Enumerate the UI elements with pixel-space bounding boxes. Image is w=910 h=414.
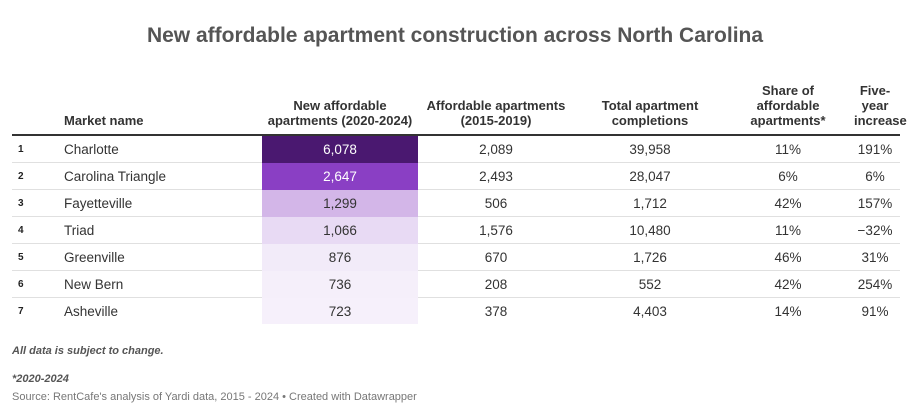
market-name-cell: Carolina Triangle [52, 162, 262, 190]
increase-cell: 254% [850, 270, 900, 298]
share-cell: 46% [726, 243, 850, 271]
rank-cell: 4 [12, 216, 52, 244]
affordable-prev-cell: 1,576 [418, 216, 574, 244]
total-completions-cell: 552 [574, 270, 726, 298]
increase-cell: −32% [850, 216, 900, 244]
affordable-prev-cell: 378 [484, 303, 508, 319]
total-completions-cell: 28,047 [574, 162, 726, 190]
table-row: 2 Carolina Triangle 2,647 2,493 28,047 6% 6% [12, 162, 900, 190]
market-name-cell: Fayetteville [52, 189, 262, 217]
affordable-prev-cell: 2,089 [418, 135, 574, 163]
table-body: 1 Charlotte 6,078 2,089 39,958 11% 191% 2 Caroli… [12, 135, 900, 324]
share-cell: 42% [726, 270, 850, 298]
total-completions-cell: 10,480 [574, 216, 726, 244]
table-row: 5 Greenville 876 670 1,726 46% 31% [12, 243, 900, 271]
total-completions-cell: 1,726 [574, 243, 726, 271]
rank-cell: 6 [12, 270, 52, 298]
disclaimer-note: All data is subject to change. [12, 345, 164, 357]
rank-cell: 5 [12, 243, 52, 271]
rank-cell: 3 [12, 189, 52, 217]
affordable-prev-cell: 670 [418, 243, 574, 271]
rank-cell: 1 [12, 135, 52, 163]
affordable-prev-cell: 208 [418, 270, 574, 298]
chart-title: New affordable apartment construction ac… [146, 24, 764, 47]
market-name-cell: Asheville [64, 303, 119, 319]
table-row: 3 Fayetteville 1,299 506 1,712 42% 157% [12, 189, 900, 217]
table-row: 6 New Bern 736 208 552 42% 254% [12, 270, 900, 298]
rank-cell: 2 [12, 162, 52, 190]
share-cell: 11% [726, 135, 850, 163]
market-name-cell: Triad [52, 216, 262, 244]
table-row: 7 Asheville 723 378 4,403 14% 91% [12, 297, 900, 324]
affordable-prev-header[interactable]: Affordable apartments (2015-2019) [418, 74, 574, 136]
affordable-prev-cell: 506 [418, 189, 574, 217]
new-affordable-cell: 723 [262, 297, 418, 324]
total-completions-header[interactable]: Total apartment completions [574, 74, 726, 136]
market-name-cell: New Bern [52, 270, 262, 298]
market-name-cell: Charlotte [52, 135, 262, 163]
share-cell: 42% [726, 189, 850, 217]
rank-header [12, 74, 52, 136]
share-header[interactable]: Share of affordable apartments* [726, 74, 850, 136]
new-affordable-cell: 876 [262, 243, 418, 271]
market-name-header[interactable]: Market name [52, 74, 262, 136]
increase-cell: 31% [850, 243, 900, 271]
table-header-row: Market name New affordable apartments (2… [12, 74, 907, 136]
market-name-cell: Greenville [52, 243, 262, 271]
increase-cell: 157% [850, 189, 900, 217]
data-table: Market name New affordable apartments (2… [12, 74, 907, 324]
footnote: *2020-2024 [12, 373, 69, 385]
table-row: 1 Charlotte 6,078 2,089 39,958 11% 191% [12, 135, 900, 163]
share-cell: 11% [726, 216, 850, 244]
increase-cell: 91% [861, 303, 889, 319]
increase-header[interactable]: Five-year increase [850, 74, 907, 136]
new-affordable-cell: 1,299 [262, 189, 418, 217]
new-affordable-cell: 2,647 [262, 162, 418, 190]
total-completions-cell: 1,712 [574, 189, 726, 217]
new-affordable-cell: 1,066 [262, 216, 418, 244]
table-row: 4 Triad 1,066 1,576 10,480 11% −32% [12, 216, 900, 244]
increase-cell: 191% [850, 135, 900, 163]
new-affordable-header[interactable]: New affordable apartments (2020-2024) [262, 74, 418, 136]
new-affordable-cell: 736 [262, 270, 418, 298]
new-affordable-cell: 6,078 [262, 135, 418, 163]
total-completions-cell: 4,403 [633, 303, 667, 319]
rank-cell: 7 [18, 305, 24, 317]
total-completions-cell: 39,958 [574, 135, 726, 163]
share-cell: 6% [726, 162, 850, 190]
increase-cell: 6% [850, 162, 900, 190]
source-note: Source: RentCafe's analysis of Yardi dat… [12, 391, 417, 403]
affordable-prev-cell: 2,493 [418, 162, 574, 190]
share-cell: 14% [774, 303, 802, 319]
